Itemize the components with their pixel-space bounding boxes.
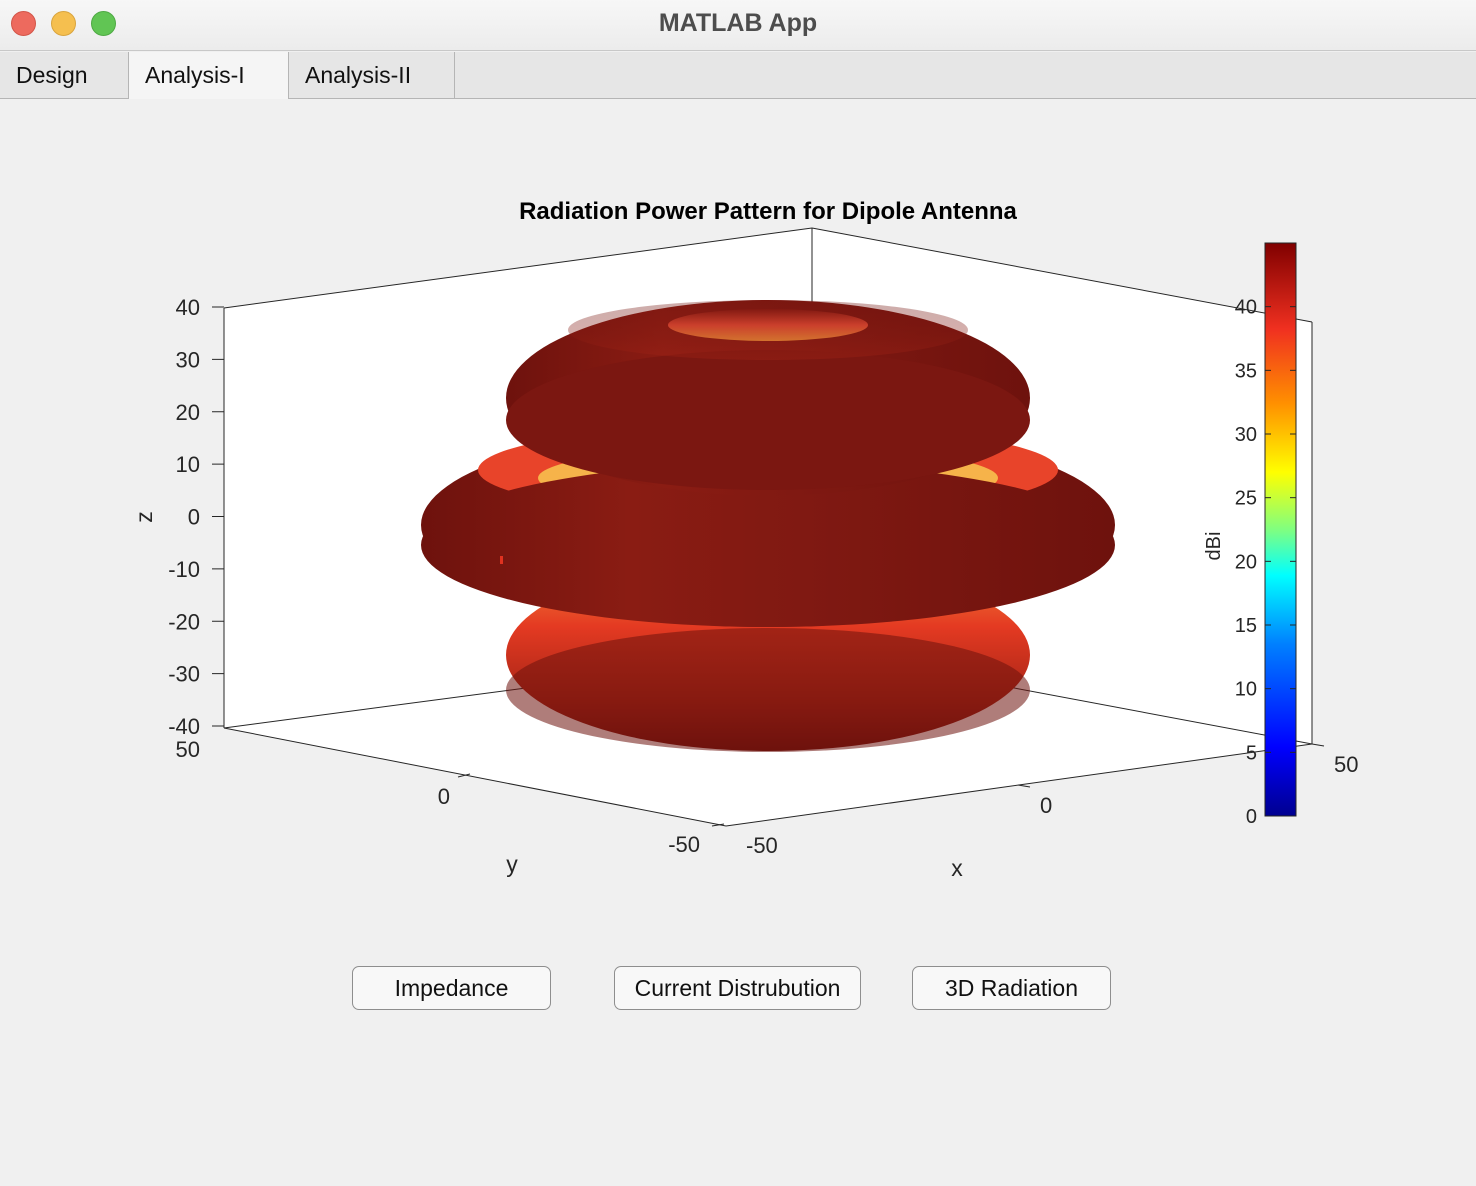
z-axis-ticks bbox=[212, 306, 224, 727]
colorbar-tick-label: 5 bbox=[1246, 742, 1257, 764]
colorbar-ticks bbox=[1265, 306, 1296, 817]
y-axis-label: y bbox=[506, 851, 518, 877]
x-axis-label: x bbox=[951, 855, 963, 881]
colorbar-tick-label: 10 bbox=[1235, 679, 1257, 701]
impedance-button[interactable]: Impedance bbox=[352, 966, 551, 1010]
y-tick-label: 0 bbox=[438, 784, 450, 809]
colorbar-tick-labels: 40 35 30 25 20 15 10 5 0 bbox=[1235, 297, 1257, 828]
upper-lobe bbox=[506, 300, 1030, 496]
colorbar: 40 35 30 25 20 15 10 5 0 dBi bbox=[1203, 242, 1297, 828]
x-tick-label: -50 bbox=[746, 833, 778, 858]
x-tick-labels: -50 0 50 bbox=[746, 752, 1358, 858]
colorbar-gradient bbox=[1264, 242, 1297, 817]
chart-title: Radiation Power Pattern for Dipole Anten… bbox=[519, 198, 1017, 225]
x-tick-label: 0 bbox=[1040, 793, 1052, 818]
colorbar-tick-label: 20 bbox=[1235, 551, 1257, 573]
colorbar-tick-label: 30 bbox=[1235, 424, 1257, 446]
minimize-window-button[interactable] bbox=[51, 11, 76, 36]
colorbar-tick-label: 40 bbox=[1235, 297, 1257, 319]
current-distribution-button[interactable]: Current Distrubution bbox=[614, 966, 861, 1010]
z-tick-label: 30 bbox=[176, 347, 200, 372]
window-title: MATLAB App bbox=[658, 9, 818, 37]
z-tick-label: -40 bbox=[168, 714, 200, 739]
colorbar-tick-label: 15 bbox=[1235, 615, 1257, 637]
tab-analysis-ii[interactable]: Analysis-II bbox=[289, 52, 455, 98]
colorbar-tick-label: 0 bbox=[1246, 806, 1257, 828]
y-tick-labels: 50 0 -50 bbox=[176, 737, 700, 857]
z-axis-label: z bbox=[131, 511, 157, 523]
y-axis-ticks bbox=[457, 773, 725, 827]
colorbar-tick-label: 35 bbox=[1235, 360, 1257, 382]
tab-design[interactable]: Design bbox=[0, 52, 129, 98]
colorbar-label: dBi bbox=[1203, 532, 1225, 561]
3d-radiation-button[interactable]: 3D Radiation bbox=[912, 966, 1111, 1010]
y-tick-label: -50 bbox=[668, 832, 700, 857]
x-axis-ticks bbox=[1017, 743, 1325, 788]
colorbar-tick-label: 25 bbox=[1235, 488, 1257, 510]
tab-strip: Design Analysis-I Analysis-II bbox=[0, 52, 1476, 99]
x-tick-label: 50 bbox=[1334, 752, 1358, 777]
z-tick-label: -10 bbox=[168, 557, 200, 582]
z-tick-label: 40 bbox=[176, 295, 200, 320]
z-tick-label: 0 bbox=[188, 505, 200, 530]
z-tick-label: -20 bbox=[168, 609, 200, 634]
z-tick-label: 20 bbox=[176, 400, 200, 425]
z-tick-label: 10 bbox=[176, 452, 200, 477]
z-tick-label: -30 bbox=[168, 662, 200, 687]
tab-analysis-i[interactable]: Analysis-I bbox=[129, 52, 289, 99]
close-window-button[interactable] bbox=[11, 11, 36, 36]
z-tick-labels: 40 30 20 10 0 -10 -20 -30 -40 bbox=[168, 295, 200, 739]
y-tick-label: 50 bbox=[176, 737, 200, 762]
window-titlebar: MATLAB App bbox=[0, 0, 1476, 51]
zoom-window-button[interactable] bbox=[91, 11, 116, 36]
